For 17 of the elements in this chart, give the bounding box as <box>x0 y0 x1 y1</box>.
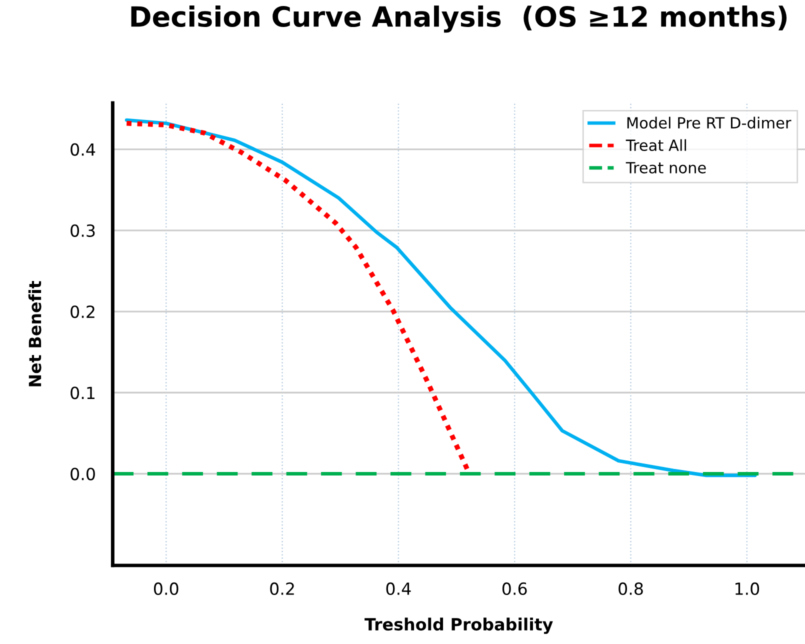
legend-label: Treat All <box>626 139 686 152</box>
y-tick-label: 0.4 <box>70 143 96 156</box>
legend-label: Model Pre RT D-dimer <box>627 116 792 129</box>
y-axis-title: Net Benefit <box>28 281 42 386</box>
x-tick-label: 0.2 <box>270 582 294 595</box>
x-tick-label: 0.6 <box>502 582 527 595</box>
chart-title: Decision Curve Analysis (OS ≥12 months) <box>131 6 787 33</box>
y-tick-label: 0.2 <box>70 305 94 318</box>
x-tick-label: 0.0 <box>154 582 178 595</box>
y-tick-label: 0.0 <box>70 468 95 480</box>
x-axis-title: Treshold Probability <box>364 618 553 634</box>
y-tick-label: 0.3 <box>70 224 95 237</box>
y-tick-label: 0.1 <box>70 386 94 400</box>
x-tick-label: 1.0 <box>736 582 760 595</box>
x-tick-label: 0.8 <box>618 582 643 595</box>
legend-label: Treat none <box>626 162 706 174</box>
x-tick-label: 0.4 <box>386 582 411 595</box>
